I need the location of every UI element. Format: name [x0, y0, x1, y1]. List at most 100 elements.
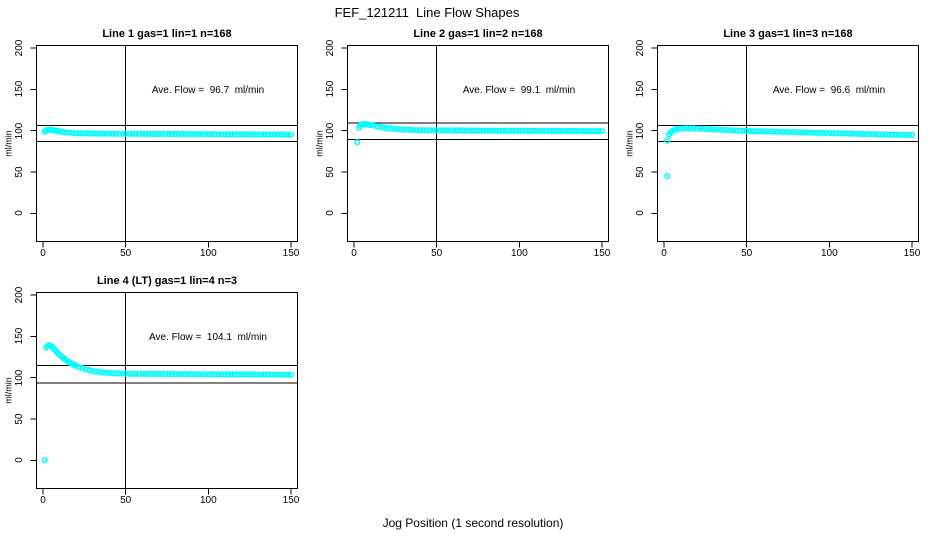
flow-data-point [680, 125, 687, 132]
flow-data-point [786, 128, 793, 136]
flow-data-point [684, 125, 691, 132]
flow-data-point [208, 131, 215, 138]
flow-data-point [175, 370, 182, 378]
flow-data-point [142, 370, 149, 377]
flow-data-point [440, 127, 447, 134]
flow-data-point [760, 128, 767, 135]
flow-data-point [717, 126, 724, 133]
flow-data-point [86, 130, 93, 137]
flow-data-point [248, 131, 255, 138]
flow-data-point [278, 131, 285, 138]
x-tick-label: 0 [40, 248, 46, 259]
flow-data-point [869, 131, 876, 138]
flow-data-point [248, 371, 255, 378]
flow-data-point [139, 130, 146, 137]
flow-data-point [96, 130, 103, 137]
subplot-title: Line 1 gas=1 lin=1 n=168 [102, 28, 232, 40]
x-tick-label: 0 [661, 248, 667, 259]
flow-data-point [532, 127, 539, 134]
flow-data-point [195, 371, 202, 378]
flow-data-point [182, 130, 189, 138]
y-tick-label: 150 [14, 327, 25, 345]
flow-data-point [519, 127, 526, 134]
flow-data-point [905, 131, 912, 138]
flow-data-point [463, 127, 470, 134]
flow-data-point [693, 125, 701, 132]
flow-data-point [733, 127, 740, 134]
flow-data-point [185, 130, 192, 138]
y-axis-label: ml/min [3, 130, 14, 157]
flow-data-point [158, 130, 166, 138]
x-tick-label: 50 [120, 248, 132, 259]
flow-data-point [416, 127, 424, 134]
plot-frame [36, 45, 298, 242]
flow-data-point [743, 127, 750, 135]
flow-data-point [522, 127, 529, 134]
flow-data-point [779, 128, 787, 135]
x-tick-label: 100 [199, 248, 217, 259]
flow-data-point [872, 131, 879, 138]
flow-data-point [162, 130, 169, 138]
flow-data-point [231, 371, 238, 378]
flow-data-point [549, 127, 556, 134]
flow-data-point [809, 129, 816, 136]
flow-data-point [145, 370, 152, 377]
flow-data-point [572, 127, 579, 135]
y-tick-label: 50 [325, 166, 336, 178]
flow-data-point [244, 131, 252, 138]
flow-data-point [287, 371, 295, 378]
flow-data-point [367, 121, 374, 129]
y-tick-label: 150 [14, 80, 25, 98]
flow-data-point [736, 127, 744, 134]
x-tick-label: 150 [593, 248, 611, 259]
y-axis-label: ml/min [624, 130, 635, 157]
flow-data-point [172, 370, 179, 378]
flow-data-point [789, 128, 797, 136]
y-tick-label: 0 [14, 457, 25, 464]
flow-data-point [546, 127, 553, 134]
flow-data-point [225, 131, 232, 138]
flow-data-point [407, 126, 414, 133]
flow-data-point [813, 129, 820, 136]
flow-data-point [499, 127, 506, 134]
flow-data-point [895, 131, 902, 138]
flow-data-point [238, 131, 245, 138]
flow-data-point [479, 127, 487, 134]
flow-data-point [799, 129, 806, 136]
flow-data-point [664, 137, 671, 144]
flow-data-point [192, 130, 199, 138]
flow-data-point [443, 127, 450, 134]
flow-data-point [803, 129, 810, 136]
flow-data-point [287, 131, 295, 138]
x-tick-label: 100 [199, 495, 217, 506]
flow-data-point [109, 370, 116, 377]
flow-data-point [284, 371, 291, 378]
plot-area [30, 292, 298, 495]
flow-data-point [218, 371, 225, 378]
flow-data-point [175, 130, 182, 138]
flow-data-point [516, 127, 523, 134]
flow-data-point [512, 127, 520, 134]
x-tick-label: 0 [351, 248, 357, 259]
flow-data-point [152, 370, 159, 377]
flow-data-point [172, 130, 179, 138]
flow-data-point [496, 127, 503, 134]
flow-data-point [713, 126, 721, 133]
flow-data-point [832, 130, 839, 137]
flow-data-point [129, 370, 136, 377]
flow-data-point [112, 370, 119, 377]
flow-data-point [119, 370, 126, 377]
flow-data-point [806, 129, 813, 136]
flow-data-point [41, 457, 48, 464]
flow-data-point [148, 130, 156, 138]
flow-data-point [746, 127, 754, 135]
flow-data-point [264, 131, 271, 138]
flow-data-point [589, 127, 596, 135]
flow-data-point [178, 370, 185, 378]
flow-data-point [453, 127, 460, 134]
flow-data-point [403, 126, 411, 133]
flow-data-point [274, 131, 281, 138]
flow-data-point [228, 371, 235, 378]
flow-data-point [555, 127, 563, 134]
flow-data-point [79, 365, 86, 372]
